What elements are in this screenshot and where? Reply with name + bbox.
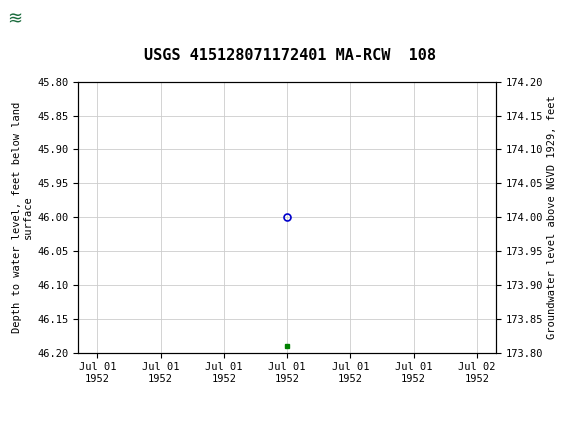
Bar [3,3,67,36]
Text: USGS: USGS [75,10,115,28]
Text: ≋: ≋ [7,10,22,28]
Text: USGS 415128071172401 MA-RCW  108: USGS 415128071172401 MA-RCW 108 [144,49,436,63]
Y-axis label: Depth to water level, feet below land
surface: Depth to water level, feet below land su… [12,101,33,333]
Y-axis label: Groundwater level above NGVD 1929, feet: Groundwater level above NGVD 1929, feet [548,95,557,339]
